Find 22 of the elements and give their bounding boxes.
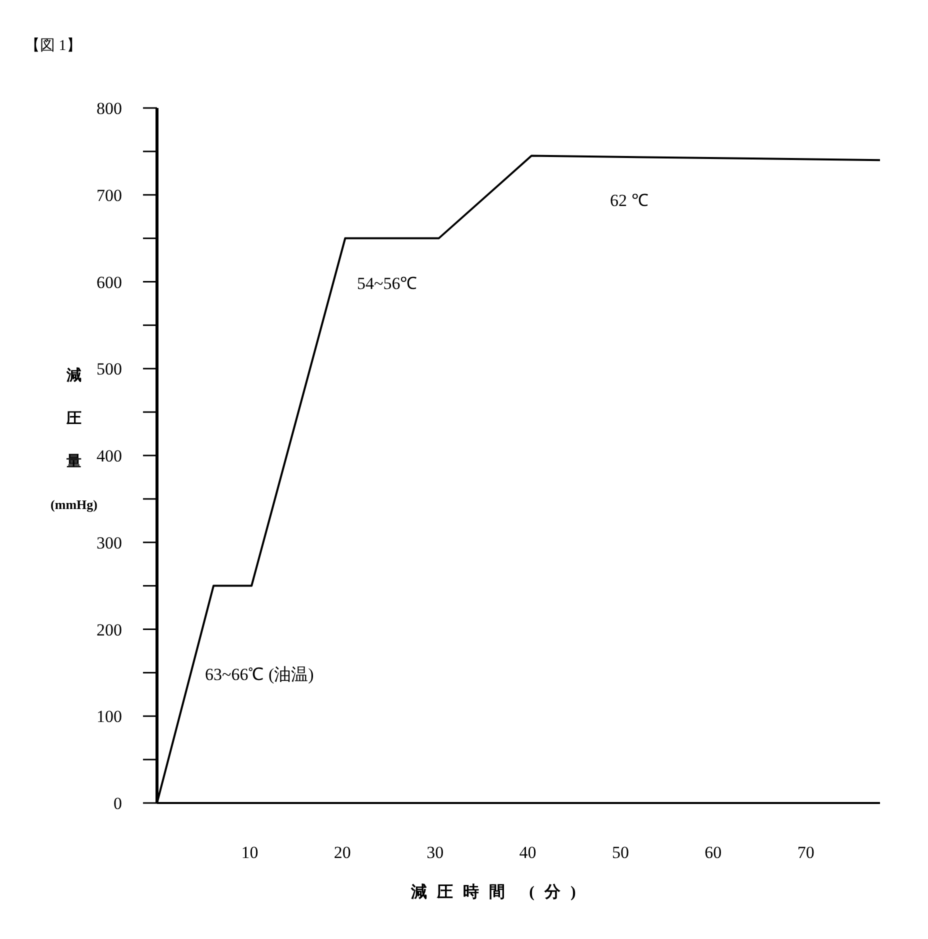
annotation: 63~66℃ (油温): [205, 665, 314, 684]
chart-title: 【図 1】: [25, 37, 82, 54]
x-tick-label: 40: [519, 843, 536, 862]
y-tick-label: 300: [96, 533, 122, 552]
x-tick-label: 50: [612, 843, 629, 862]
y-tick-label: 100: [96, 707, 122, 726]
y-tick-label: 400: [96, 446, 122, 466]
x-tick-label: 70: [797, 843, 814, 862]
x-tick-label: 60: [704, 843, 722, 862]
x-tick-label: 10: [241, 843, 258, 862]
y-tick-label: 800: [96, 99, 122, 118]
x-tick-label: 20: [334, 843, 351, 862]
y-tick-label: 500: [96, 360, 122, 379]
y-tick-label: 0: [114, 794, 122, 813]
x-axis-title: 減圧時間 (分): [410, 883, 586, 901]
x-tick-label: 30: [426, 843, 444, 862]
annotation: 62 ℃: [610, 191, 648, 210]
y-tick-label: 200: [96, 620, 122, 640]
text: 減圧量 (mmHg): [50, 368, 98, 512]
y-tick-label: 700: [96, 186, 122, 205]
annotation: 54~56℃: [357, 274, 418, 293]
y-tick-label: 600: [96, 272, 122, 292]
